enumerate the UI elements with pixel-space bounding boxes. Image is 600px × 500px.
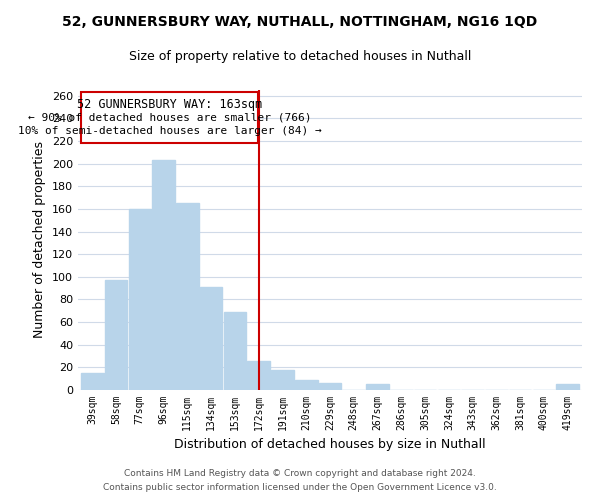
Bar [319,383,341,390]
Text: Size of property relative to detached houses in Nuthall: Size of property relative to detached ho… [129,50,471,63]
Bar [295,380,317,390]
Bar [247,360,270,390]
Bar [224,312,246,390]
FancyBboxPatch shape [81,92,258,143]
Bar [556,384,579,390]
Text: Contains public sector information licensed under the Open Government Licence v3: Contains public sector information licen… [103,484,497,492]
Y-axis label: Number of detached properties: Number of detached properties [34,142,46,338]
Bar [271,370,294,390]
Text: 10% of semi-detached houses are larger (84) →: 10% of semi-detached houses are larger (… [17,126,322,136]
Bar [200,287,223,390]
Bar [176,203,199,390]
Text: 52 GUNNERSBURY WAY: 163sqm: 52 GUNNERSBURY WAY: 163sqm [77,98,262,111]
Bar [105,280,127,390]
Bar [366,384,389,390]
X-axis label: Distribution of detached houses by size in Nuthall: Distribution of detached houses by size … [174,438,486,452]
Text: 52, GUNNERSBURY WAY, NUTHALL, NOTTINGHAM, NG16 1QD: 52, GUNNERSBURY WAY, NUTHALL, NOTTINGHAM… [62,15,538,29]
Bar [128,209,151,390]
Text: Contains HM Land Registry data © Crown copyright and database right 2024.: Contains HM Land Registry data © Crown c… [124,468,476,477]
Bar [152,160,175,390]
Bar [81,373,104,390]
Text: ← 90% of detached houses are smaller (766): ← 90% of detached houses are smaller (76… [28,112,311,122]
